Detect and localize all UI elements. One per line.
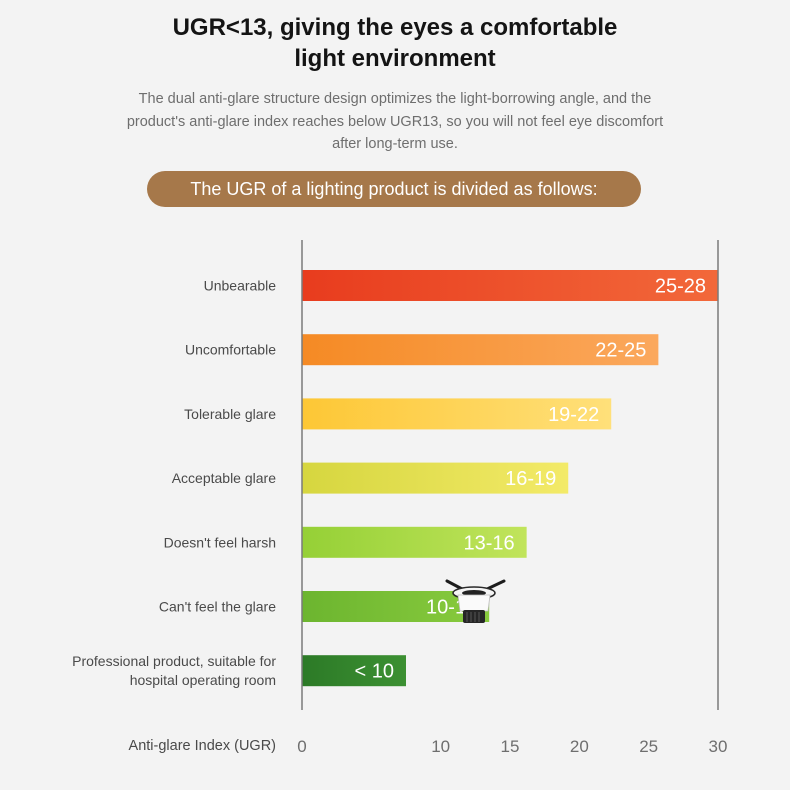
description-line-1: The dual anti-glare structure design opt… [138, 91, 652, 107]
x-tick-0: 0 [297, 737, 306, 756]
bar-7 [302, 655, 406, 687]
x-tick-30: 30 [709, 737, 728, 756]
title-line-2: light environment [294, 45, 496, 72]
category-label-5: Doesn't feel harsh [164, 534, 276, 550]
x-tick-25: 25 [639, 737, 658, 756]
description: The dual anti-glare structure design opt… [95, 88, 695, 156]
category-label-4: Acceptable glare [172, 470, 277, 486]
bar-value-label-4: 16-19 [505, 468, 556, 490]
category-labels: Unbearable Uncomfortable Tolerable glare Ac… [72, 278, 276, 689]
x-tick-10: 10 [431, 737, 450, 756]
bar-value-label-7: < 10 [355, 661, 394, 683]
bar-3 [302, 398, 612, 430]
title-line-1: UGR<13, giving the eyes a comfortable [172, 14, 618, 41]
category-label-7: Professional product, suitable for hospit… [72, 653, 276, 688]
bar-value-label-1: 25-28 [655, 276, 706, 298]
category-label-6: Can't feel the glare [159, 599, 276, 615]
category-label-1: Unbearable [204, 278, 277, 294]
bar-value-label-5: 13-16 [463, 532, 514, 554]
bar-value-label-3: 19-22 [548, 404, 599, 426]
page-title: UGR<13, giving the eyes a comfortable li… [0, 12, 790, 74]
bar-1 [302, 270, 718, 301]
bar-5 [302, 526, 527, 558]
description-line-2: product's anti-glare index reaches below… [126, 113, 664, 130]
bars-group [302, 270, 718, 687]
x-tick-20: 20 [570, 737, 589, 756]
downlight-product-icon [445, 579, 506, 623]
bar-4 [302, 462, 569, 494]
description-line-3: after long-term use. [332, 136, 458, 152]
section-banner: The UGR of a lighting product is divided… [147, 171, 641, 207]
x-axis-label: Anti-glare Index (UGR) [129, 738, 276, 754]
category-label-3: Tolerable glare [184, 406, 276, 422]
category-label-2: Uncomfortable [185, 342, 276, 358]
x-tick-labels: 0 10 15 20 25 30 [297, 737, 727, 756]
x-tick-15: 15 [501, 737, 520, 756]
bar-2 [302, 334, 659, 366]
bar-value-label-2: 22-25 [595, 340, 646, 362]
